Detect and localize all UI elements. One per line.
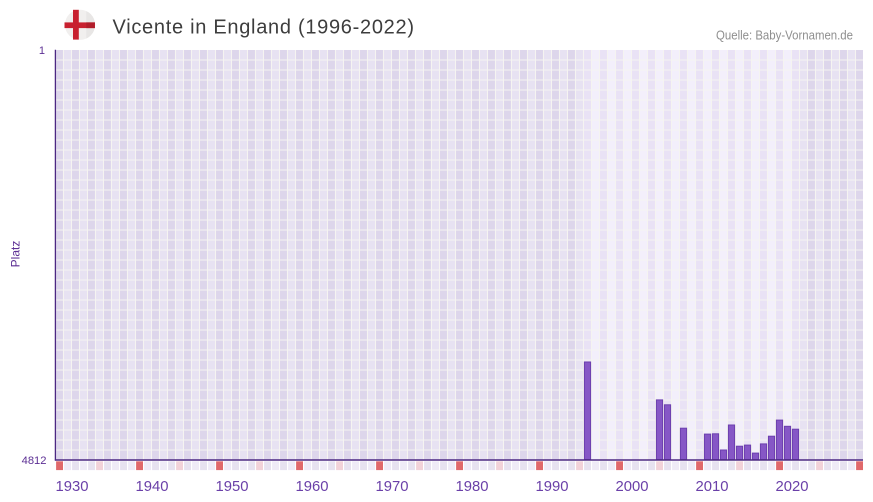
svg-text:2000: 2000 bbox=[616, 478, 649, 495]
svg-text:1: 1 bbox=[39, 45, 45, 57]
svg-text:2010: 2010 bbox=[696, 478, 729, 495]
svg-text:1990: 1990 bbox=[536, 478, 569, 495]
svg-text:Vicente in England (1996-2022): Vicente in England (1996-2022) bbox=[113, 17, 415, 39]
svg-text:1930: 1930 bbox=[56, 478, 89, 495]
svg-text:4812: 4812 bbox=[22, 455, 47, 467]
svg-text:1950: 1950 bbox=[216, 478, 249, 495]
svg-text:1940: 1940 bbox=[136, 478, 169, 495]
svg-text:1970: 1970 bbox=[376, 478, 409, 495]
svg-text:1960: 1960 bbox=[296, 478, 329, 495]
svg-text:1980: 1980 bbox=[456, 478, 489, 495]
svg-text:Quelle: Baby-Vornamen.de: Quelle: Baby-Vornamen.de bbox=[716, 27, 853, 42]
svg-text:Platz: Platz bbox=[9, 241, 23, 268]
svg-text:2020: 2020 bbox=[776, 478, 809, 495]
